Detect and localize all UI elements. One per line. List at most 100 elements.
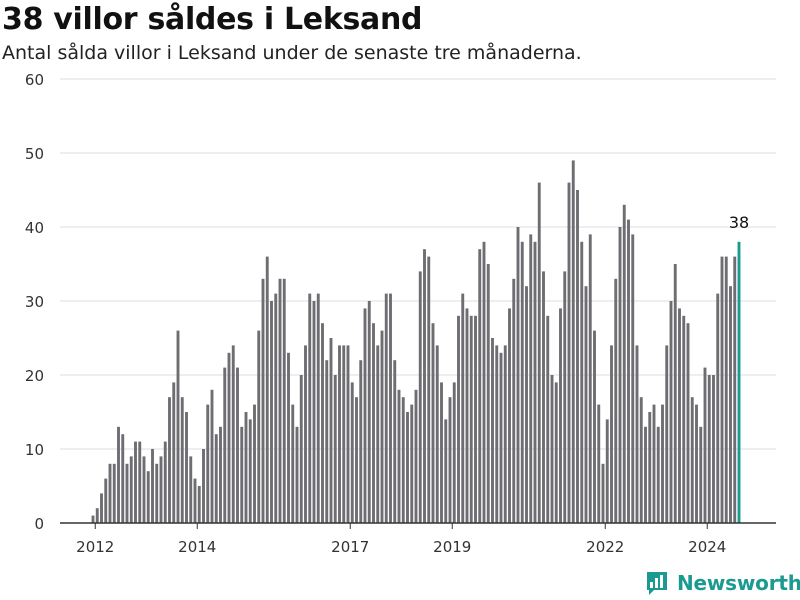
bar <box>359 360 363 523</box>
bar <box>270 301 273 523</box>
bar <box>661 404 664 523</box>
bar <box>571 160 575 523</box>
brand-logo[interactable]: Newsworthy <box>645 566 800 600</box>
bar <box>253 404 256 523</box>
bar <box>227 352 231 523</box>
bar <box>673 264 677 523</box>
x-tick-label: 2014 <box>178 538 216 556</box>
bar <box>355 397 358 523</box>
bar <box>117 426 120 523</box>
bar <box>618 227 622 523</box>
bar <box>461 293 465 523</box>
bar <box>146 471 150 523</box>
y-tick-label: 10 <box>25 441 44 459</box>
bar <box>508 308 511 523</box>
x-tick-label: 2019 <box>433 538 471 556</box>
bar <box>219 426 222 523</box>
bar <box>627 219 630 523</box>
bar <box>325 360 329 523</box>
bar <box>346 345 350 523</box>
bar <box>695 404 698 523</box>
bar <box>304 345 307 523</box>
bar <box>142 456 146 523</box>
bar <box>444 419 448 523</box>
bar <box>321 323 324 523</box>
bar <box>393 360 397 523</box>
bar <box>214 434 218 523</box>
bar <box>686 323 690 523</box>
brand-name: Newsworthy <box>677 571 800 595</box>
bar <box>724 256 728 523</box>
bar <box>172 382 176 523</box>
bar <box>699 426 703 523</box>
bar <box>265 256 269 523</box>
bar <box>406 412 409 523</box>
bar <box>291 404 295 523</box>
bar <box>584 286 588 523</box>
bar <box>91 515 95 523</box>
bar <box>418 271 422 523</box>
bar <box>397 389 401 523</box>
bar <box>537 182 541 523</box>
bar <box>410 404 414 523</box>
bar <box>648 412 652 523</box>
bar <box>261 278 265 523</box>
chart-subtitle: Antal sålda villor i Leksand under de se… <box>2 42 582 64</box>
bar <box>384 293 388 523</box>
bar <box>554 382 558 523</box>
bar <box>121 434 125 523</box>
bar <box>134 441 137 523</box>
bar <box>151 449 154 523</box>
bar <box>448 397 452 523</box>
bar <box>342 345 346 523</box>
bar <box>533 241 537 524</box>
bar <box>656 426 660 523</box>
bar <box>316 293 320 523</box>
bar <box>427 256 431 523</box>
bar <box>138 441 142 523</box>
bar <box>299 375 303 523</box>
bar <box>431 323 435 523</box>
y-tick-label: 60 <box>25 71 44 89</box>
bar <box>440 382 443 523</box>
bar <box>631 234 635 523</box>
bar <box>231 345 235 523</box>
bar <box>274 293 278 523</box>
bar <box>733 256 737 523</box>
bar <box>100 493 103 523</box>
bar <box>333 375 337 523</box>
bar <box>389 293 392 523</box>
newsworthy-logo-icon <box>647 572 667 595</box>
bar <box>690 397 694 523</box>
bar <box>525 286 528 523</box>
bar <box>576 190 579 523</box>
bar <box>240 426 244 523</box>
y-tick-label: 30 <box>25 293 44 311</box>
bar <box>491 338 494 523</box>
bar <box>452 382 456 523</box>
x-tick-label: 2022 <box>586 538 624 556</box>
bar <box>363 308 367 523</box>
bar <box>372 323 375 523</box>
y-tick-label: 0 <box>34 515 44 533</box>
bar <box>282 278 286 523</box>
bar <box>176 330 180 523</box>
bar <box>155 463 159 523</box>
bar <box>478 249 482 523</box>
y-tick-label: 50 <box>25 145 44 163</box>
bar <box>168 397 171 523</box>
bar <box>180 397 184 523</box>
bar <box>244 412 248 523</box>
bar <box>605 419 609 523</box>
bar <box>601 463 605 523</box>
bar <box>716 293 720 523</box>
bar <box>202 449 205 523</box>
bar <box>720 256 724 523</box>
bar <box>712 375 715 523</box>
bar <box>95 508 99 523</box>
bar <box>423 249 426 523</box>
bar <box>236 367 239 523</box>
bar <box>248 419 252 523</box>
data-label-latest: 38 <box>729 213 749 232</box>
